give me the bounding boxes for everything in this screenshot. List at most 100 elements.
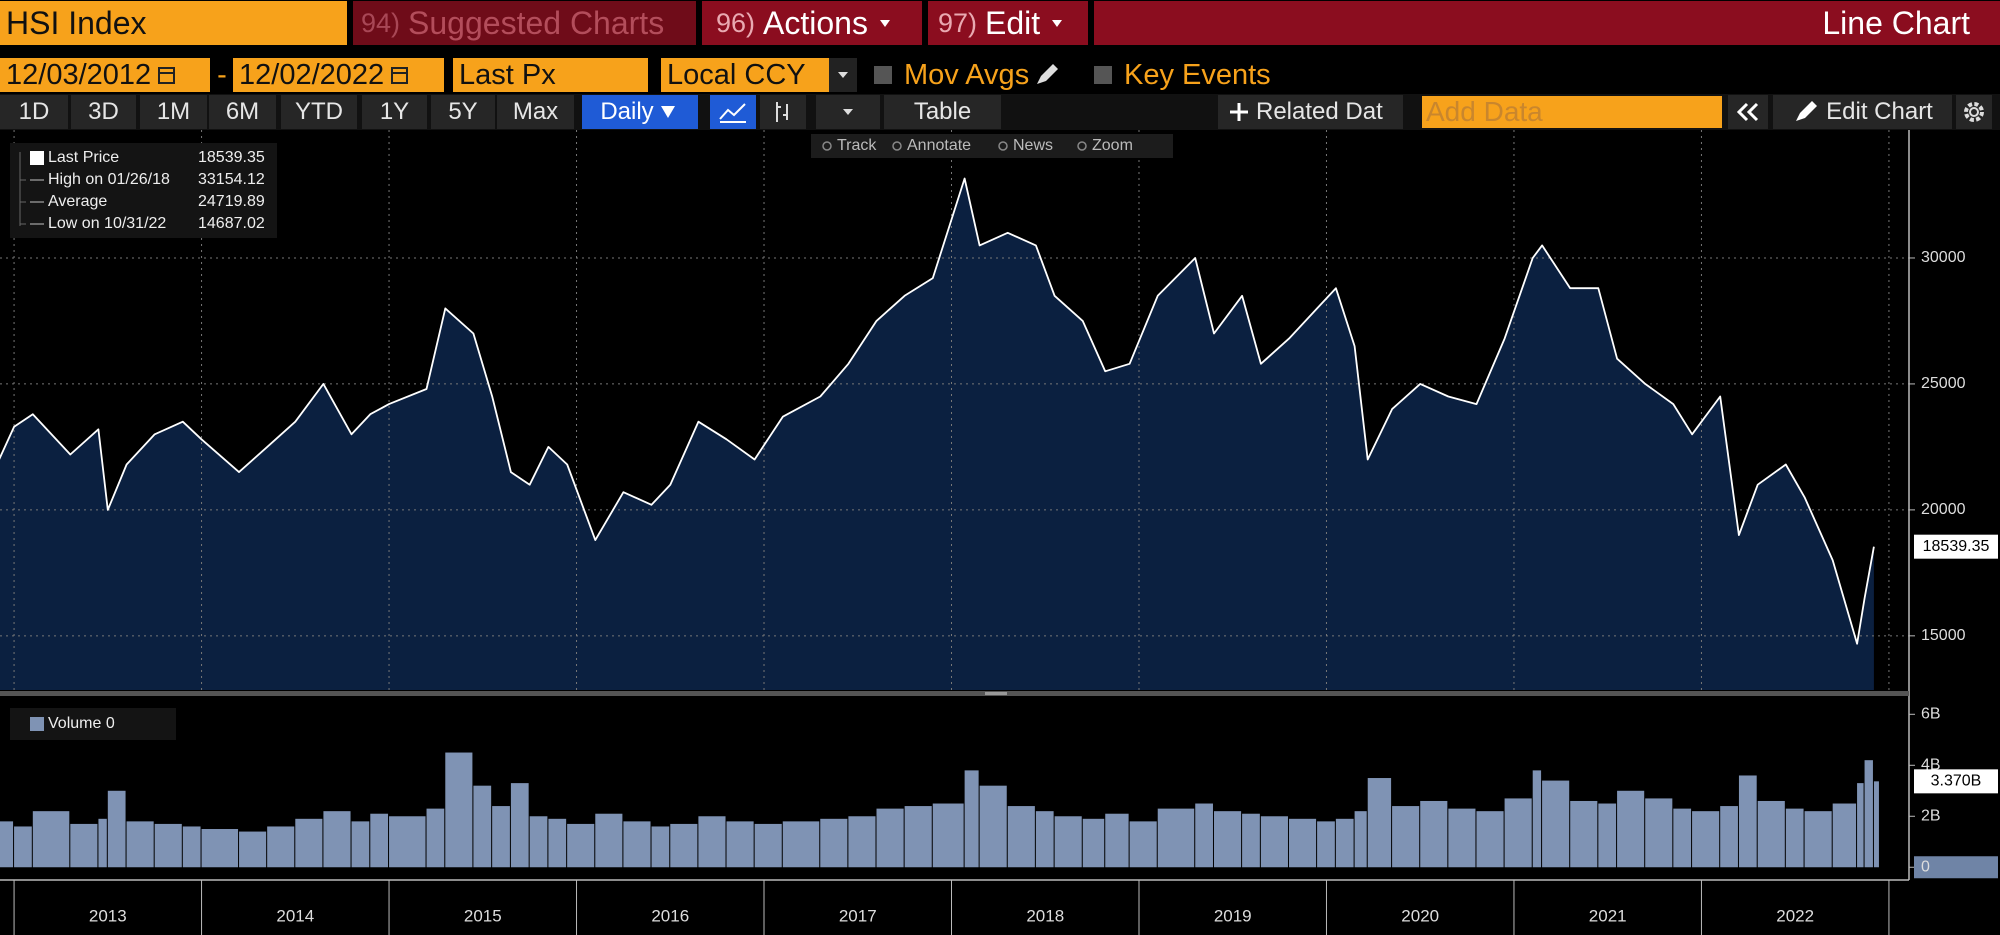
- legend-label: Last Price: [48, 149, 119, 166]
- y-tick-label: 25000: [1921, 375, 1966, 392]
- volume-bar: [1288, 818, 1317, 868]
- volume-bar: [876, 808, 904, 868]
- x-tick-label: 2018: [1026, 906, 1064, 925]
- price-area: [0, 178, 1874, 690]
- volume-bar: [98, 818, 107, 868]
- volume-bar: [1617, 790, 1645, 868]
- checkbox: [1094, 66, 1112, 84]
- chevrons-icon: [1736, 102, 1759, 122]
- menu-label: Edit: [985, 4, 1041, 41]
- edit-chart-button[interactable]: Edit Chart: [1773, 95, 1952, 129]
- period-button[interactable]: 5Y: [431, 95, 495, 129]
- volume-bar: [14, 826, 32, 868]
- ticker-field[interactable]: HSI Index: [0, 1, 347, 45]
- dropdown-arrow: [1052, 20, 1063, 27]
- volume-bar: [1354, 811, 1367, 868]
- volume-bar: [979, 785, 1007, 868]
- menu-label: Actions: [763, 4, 868, 41]
- period-button[interactable]: 1Y: [362, 95, 427, 129]
- volume-bar: [473, 785, 492, 868]
- table-button[interactable]: Table: [884, 95, 1001, 129]
- edit-chart-label: Edit Chart: [1826, 98, 1933, 125]
- volume-bar: [820, 818, 848, 868]
- volume-bar: [267, 826, 295, 868]
- date-dash: -: [212, 58, 232, 92]
- x-tick-label: 2015: [464, 906, 502, 925]
- collapse-button[interactable]: [1728, 95, 1768, 129]
- period-button[interactable]: YTD: [281, 95, 357, 129]
- volume-bar: [1720, 806, 1738, 868]
- mov-avgs-label: Mov Avgs: [904, 58, 1030, 91]
- volume-bar: [1864, 760, 1873, 868]
- volume-bar: [492, 806, 510, 868]
- period-button[interactable]: 1D: [0, 95, 68, 129]
- separator: [922, 0, 928, 46]
- legend-label: Low on 10/31/22: [48, 215, 166, 232]
- volume-bar: [1242, 813, 1260, 868]
- volume-bar: [1570, 800, 1598, 868]
- bar-chart-button[interactable]: [760, 95, 806, 129]
- volume-bar: [295, 818, 323, 868]
- legend-swatch: [30, 151, 44, 165]
- mov-avgs-toggle[interactable]: Mov Avgs: [874, 58, 1074, 92]
- key-events-label: Key Events: [1124, 58, 1271, 91]
- price-line: [0, 177, 1875, 645]
- volume-bar: [1757, 800, 1785, 868]
- volume-bar: [1317, 821, 1335, 868]
- volume-bar: [1673, 808, 1692, 868]
- period-button[interactable]: 6M: [209, 95, 276, 129]
- dropdown-arrow: [879, 20, 890, 27]
- volume-bar: [201, 829, 239, 868]
- currency-select[interactable]: Local CCY: [661, 58, 857, 92]
- line-chart-button[interactable]: [710, 95, 756, 129]
- period-label: 6M: [225, 98, 260, 125]
- period-button[interactable]: 1M: [140, 95, 207, 129]
- edit-menu[interactable]: 97) Edit: [928, 1, 1088, 45]
- tool-icon: [892, 141, 902, 151]
- y-tick-label: 2B: [1921, 807, 1941, 824]
- volume-bar: [1448, 808, 1476, 868]
- period-button[interactable]: Max: [497, 95, 574, 129]
- volume-bar: [1598, 803, 1617, 868]
- volume-bar: [651, 826, 670, 868]
- start-date[interactable]: 12/03/2012: [0, 58, 210, 92]
- volume-bar: [1035, 811, 1054, 868]
- volume-bar: [548, 818, 567, 868]
- volume-bar: [1542, 780, 1570, 868]
- dropdown-arrow: [838, 72, 848, 78]
- y-tick-label: 0: [1921, 858, 1930, 875]
- frequency-select[interactable]: Daily: [582, 95, 698, 129]
- chart-type-dropdown[interactable]: [816, 95, 880, 129]
- volume-legend: Volume 0: [48, 715, 115, 732]
- tool-icon: [998, 141, 1008, 151]
- settings-button[interactable]: [1956, 95, 1992, 129]
- suggested-charts[interactable]: 94) Suggested Charts: [353, 1, 696, 45]
- legend-label: Average: [48, 193, 107, 210]
- actions-menu[interactable]: 96) Actions: [702, 1, 922, 45]
- add-data-placeholder: Add Data: [1426, 96, 1543, 127]
- splitter-handle: [985, 692, 1007, 695]
- volume-bar: [1645, 798, 1673, 868]
- legend-value: 33154.12: [198, 171, 265, 188]
- volume-bar: [1692, 811, 1720, 868]
- last-price-tag: [1914, 534, 1998, 559]
- plus-icon: [1230, 103, 1248, 121]
- volume-bar: [1532, 770, 1542, 868]
- key-events-toggle[interactable]: Key Events: [1094, 58, 1294, 92]
- period-label: 1Y: [379, 98, 410, 125]
- end-date[interactable]: 12/02/2022: [233, 58, 444, 92]
- period-button[interactable]: 3D: [71, 95, 136, 129]
- dropdown-button: [829, 58, 857, 92]
- x-tick-label: 2019: [1214, 906, 1252, 925]
- gear-icon: [1964, 102, 1984, 122]
- field-select[interactable]: Last Px: [453, 58, 648, 92]
- separator: [347, 0, 353, 46]
- volume-bar: [154, 823, 182, 868]
- y-tick-label: 20000: [1921, 501, 1966, 518]
- volume-bar: [1213, 811, 1242, 868]
- calendar-icon: [391, 67, 409, 84]
- add-data-input[interactable]: Add Data: [1422, 96, 1722, 128]
- related-data-button[interactable]: Related Dat: [1218, 95, 1403, 129]
